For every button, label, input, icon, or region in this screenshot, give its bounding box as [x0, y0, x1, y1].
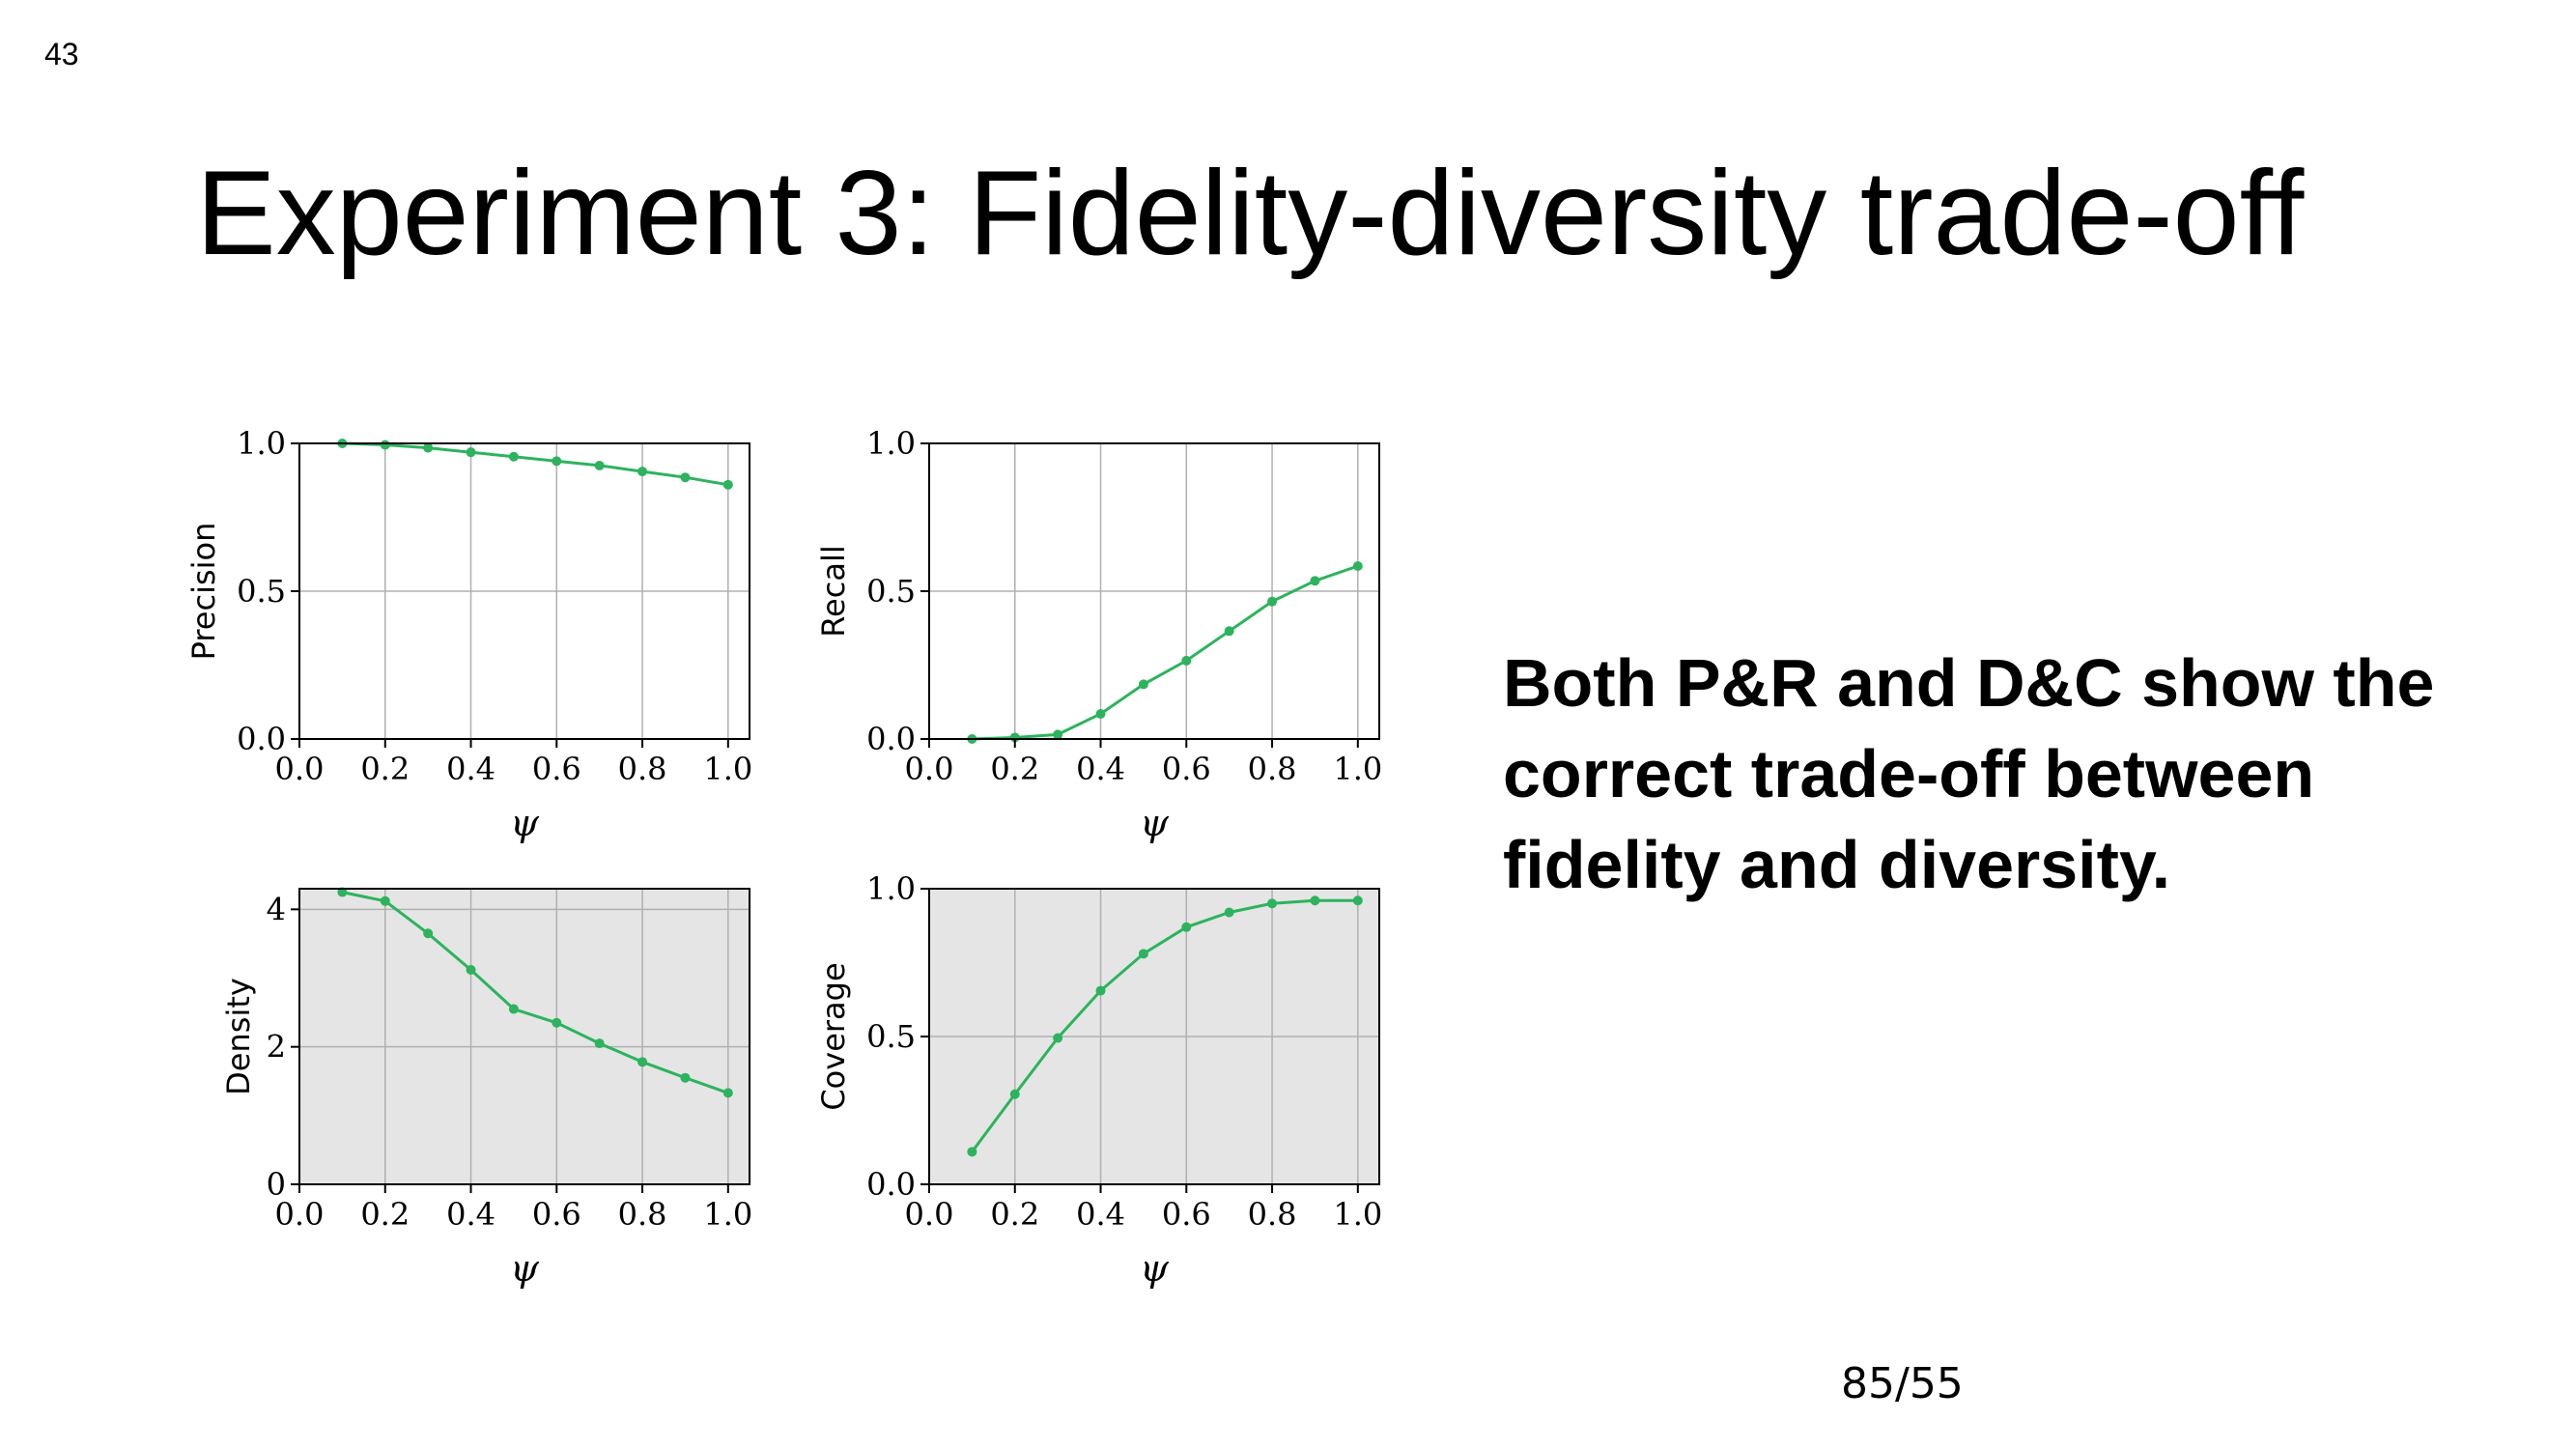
data-point [680, 1072, 691, 1083]
x-tick-label: 0.0 [275, 1196, 325, 1233]
x-axis-label: ψ [510, 802, 540, 844]
data-point [1181, 922, 1192, 932]
data-point [594, 460, 605, 470]
y-tick-label: 0.0 [237, 721, 286, 757]
data-point [552, 1017, 562, 1028]
data-point [594, 1038, 605, 1049]
y-tick-label: 0 [267, 1166, 286, 1203]
data-point [1138, 949, 1148, 959]
data-point [380, 895, 390, 906]
y-axis-label: Precision [185, 523, 222, 661]
y-tick-label: 0.5 [237, 573, 286, 610]
x-tick-label: 0.4 [1076, 1196, 1125, 1233]
x-axis-label: ψ [1140, 802, 1170, 844]
data-point [1310, 895, 1320, 906]
series-line [971, 898, 1358, 1153]
x-tick-label: 1.0 [1333, 751, 1382, 787]
series-line [972, 564, 1359, 741]
data-point [1009, 1089, 1020, 1099]
plot-area [299, 889, 750, 1184]
slide-title: Experiment 3: Fidelity-diversity trade-o… [196, 147, 2305, 280]
data-point [1053, 1033, 1063, 1043]
data-point [466, 964, 476, 975]
x-tick-label: 0.4 [446, 1196, 495, 1233]
x-tick-label: 1.0 [703, 1196, 752, 1233]
data-point [423, 442, 434, 453]
summary-text: Both P&R and D&C show the correct trade-… [1503, 645, 2435, 902]
data-point [1224, 626, 1234, 637]
x-tick-label: 0.6 [1162, 1196, 1211, 1233]
y-axis-label: Recall [815, 545, 852, 637]
x-tick-label: 0.0 [275, 751, 325, 787]
data-point [1095, 708, 1106, 719]
y-axis-label: Density [220, 978, 257, 1095]
x-tick-label: 0.6 [532, 1196, 581, 1233]
data-point [1267, 898, 1278, 909]
x-tick-label: 0.2 [990, 1196, 1039, 1233]
x-tick-label: 0.8 [618, 1196, 667, 1233]
axes-frame [298, 888, 750, 1185]
data-point [1352, 560, 1363, 571]
data-point [337, 887, 348, 897]
x-tick-label: 0.6 [1162, 751, 1211, 787]
page-counter: 85/55 [1841, 1359, 1964, 1408]
data-point [1267, 596, 1278, 607]
data-point [722, 1088, 733, 1098]
series-line [342, 441, 729, 487]
x-tick-label: 0.8 [1248, 1196, 1297, 1233]
chart-panel-recall: 0.0 0.2 0.4 0.6 0.8 1.0 0.0 0.5 1.0 ψ Recall [815, 425, 1382, 844]
y-tick-label: 0.5 [866, 1018, 916, 1055]
x-tick-label: 0.4 [446, 751, 495, 787]
data-point [1352, 895, 1363, 906]
data-point [1310, 576, 1320, 586]
x-tick-label: 0.0 [905, 751, 954, 787]
y-tick-label: 1.0 [866, 870, 916, 907]
y-tick-label: 0.0 [866, 721, 916, 757]
x-tick-label: 0.8 [618, 751, 667, 787]
chart-panel-coverage: 0.0 0.2 0.4 0.6 0.8 1.0 0.0 0.5 1.0 ψ Coverage [815, 870, 1382, 1290]
x-tick-label: 0.2 [990, 751, 1039, 787]
x-tick-label: 1.0 [703, 751, 752, 787]
data-point [423, 928, 434, 939]
y-tick-label: 0.5 [866, 573, 916, 610]
data-point [466, 447, 476, 458]
data-point [637, 1057, 648, 1067]
x-axis-label: ψ [510, 1247, 540, 1290]
y-tick-label: 4 [267, 891, 286, 927]
x-axis-label: ψ [1140, 1247, 1170, 1290]
data-point [508, 451, 519, 462]
x-tick-label: 0.4 [1076, 751, 1125, 787]
data-point [722, 479, 733, 490]
data-point [967, 1147, 977, 1157]
data-point [508, 1004, 519, 1014]
x-tick-label: 0.8 [1248, 751, 1297, 787]
x-tick-label: 0.0 [905, 1196, 954, 1233]
y-axis-label: Coverage [815, 962, 852, 1110]
data-point [1095, 985, 1106, 996]
data-point [1053, 729, 1063, 740]
x-tick-label: 1.0 [1333, 1196, 1382, 1233]
x-tick-label: 0.2 [360, 751, 410, 787]
data-point [1224, 907, 1234, 918]
series-line [342, 891, 729, 1094]
y-tick-label: 1.0 [237, 425, 286, 462]
y-tick-label: 1.0 [866, 425, 916, 462]
data-point [637, 467, 648, 477]
data-point [552, 456, 562, 467]
chart-panel-density: 0.0 0.2 0.4 0.6 0.8 1.0 0 2 4 ψ Density [220, 887, 752, 1290]
data-point [380, 440, 390, 450]
slide-number: 43 [44, 37, 79, 71]
y-tick-label: 2 [267, 1029, 286, 1065]
chart-panel-precision: 0.0 0.2 0.4 0.6 0.8 1.0 0.0 0.5 1.0 ψ Precision [185, 425, 752, 844]
data-point [1181, 655, 1192, 666]
data-point [1138, 679, 1148, 690]
x-tick-label: 0.2 [360, 1196, 410, 1233]
y-tick-label: 0.0 [866, 1166, 916, 1203]
data-point [680, 472, 691, 483]
x-tick-label: 0.6 [532, 751, 581, 787]
